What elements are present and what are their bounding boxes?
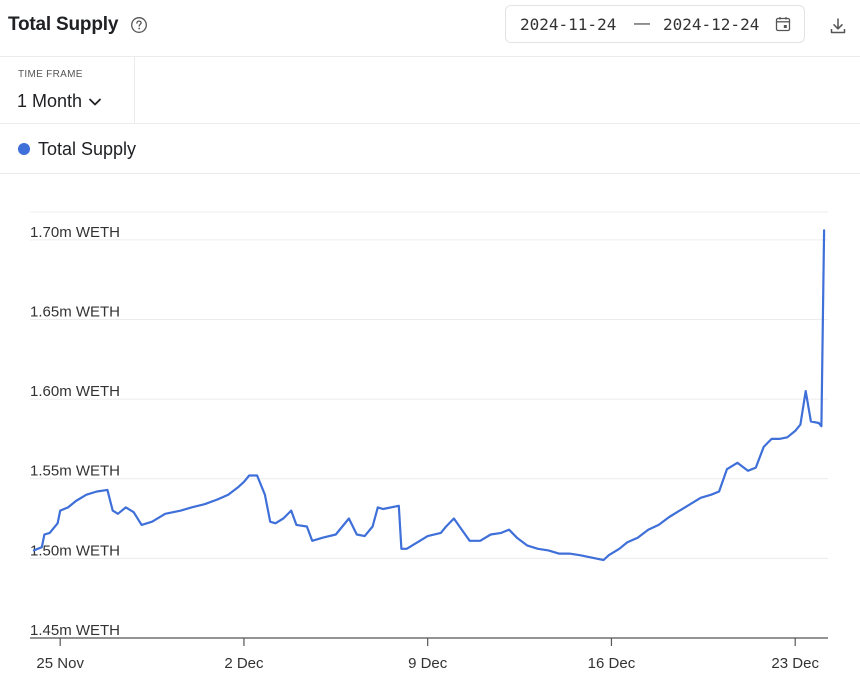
y-tick-label: 1.60m WETH	[30, 383, 120, 400]
x-tick-label: 23 Dec	[771, 655, 819, 672]
download-icon[interactable]	[828, 16, 848, 36]
date-start: 2024-11-24	[520, 15, 617, 34]
series-line-total-supply[interactable]	[32, 229, 826, 562]
help-circle-icon[interactable]	[130, 16, 148, 34]
legend-swatch	[18, 143, 30, 155]
divider	[0, 123, 860, 124]
chart-title: Total Supply	[8, 14, 119, 35]
x-tick-label: 16 Dec	[588, 655, 636, 672]
timeframe-label: TIME FRAME	[18, 69, 83, 80]
timeframe-value[interactable]: 1 Month	[17, 91, 83, 111]
date-range-picker[interactable]: 2024-11-24 — 2024-12-24	[505, 5, 805, 43]
y-tick-label: 1.65m WETH	[30, 303, 120, 320]
y-tick-label: 1.70m WETH	[30, 224, 120, 241]
date-end: 2024-12-24	[663, 15, 760, 34]
chevron-down-icon[interactable]	[88, 97, 102, 107]
x-tick-label: 9 Dec	[408, 655, 448, 672]
y-tick-label: 1.45m WETH	[30, 622, 120, 639]
y-tick-label: 1.50m WETH	[30, 542, 120, 559]
date-separator: —	[634, 15, 650, 32]
calendar-icon[interactable]	[775, 16, 791, 32]
y-tick-label: 1.55m WETH	[30, 463, 120, 480]
x-tick-label: 25 Nov	[36, 655, 84, 672]
legend-label: Total Supply	[38, 139, 137, 159]
chart-header: Total Supply 2024-11-24 — 2024-12-24	[0, 0, 860, 57]
x-tick-label: 2 Dec	[224, 655, 264, 672]
divider	[0, 173, 860, 174]
timeframe-selector[interactable]: TIME FRAME 1 Month	[0, 57, 135, 123]
